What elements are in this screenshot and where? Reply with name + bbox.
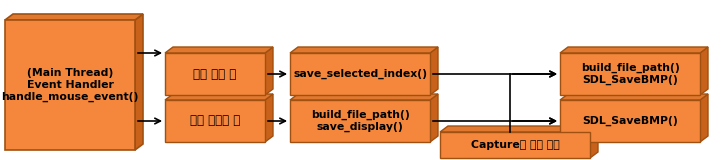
FancyBboxPatch shape: [165, 53, 265, 95]
Text: 영상 미선택 시: 영상 미선택 시: [190, 115, 240, 128]
FancyBboxPatch shape: [560, 53, 700, 95]
Polygon shape: [290, 47, 438, 53]
Text: (Main Thread)
Event Handler
handle_mouse_event(): (Main Thread) Event Handler handle_mouse…: [1, 68, 139, 102]
Polygon shape: [265, 47, 273, 95]
Text: save_selected_index(): save_selected_index(): [293, 69, 427, 79]
FancyBboxPatch shape: [290, 53, 430, 95]
FancyBboxPatch shape: [165, 100, 265, 142]
FancyBboxPatch shape: [560, 100, 700, 142]
Polygon shape: [560, 47, 708, 53]
Polygon shape: [700, 47, 708, 95]
FancyBboxPatch shape: [440, 132, 590, 158]
Text: 영상 선택 시: 영상 선택 시: [193, 68, 236, 80]
Polygon shape: [165, 47, 273, 53]
Polygon shape: [165, 94, 273, 100]
Text: SDL_SaveBMP(): SDL_SaveBMP(): [582, 116, 678, 126]
Polygon shape: [5, 14, 143, 20]
Polygon shape: [265, 94, 273, 142]
Polygon shape: [560, 94, 708, 100]
Text: Capture할 영역 계산: Capture할 영역 계산: [470, 140, 559, 150]
FancyBboxPatch shape: [290, 100, 430, 142]
Polygon shape: [290, 94, 438, 100]
Polygon shape: [590, 126, 598, 158]
FancyBboxPatch shape: [5, 20, 135, 150]
Polygon shape: [700, 94, 708, 142]
Text: build_file_path()
save_display(): build_file_path() save_display(): [310, 110, 409, 132]
Polygon shape: [135, 14, 143, 150]
Polygon shape: [430, 47, 438, 95]
Text: build_file_path()
SDL_SaveBMP(): build_file_path() SDL_SaveBMP(): [581, 63, 679, 85]
Polygon shape: [440, 126, 598, 132]
Polygon shape: [430, 94, 438, 142]
